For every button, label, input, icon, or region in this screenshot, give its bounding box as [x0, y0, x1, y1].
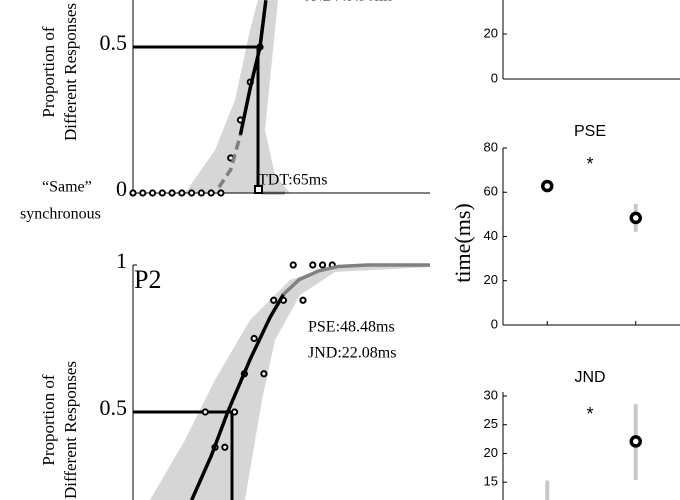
annotation: * — [586, 154, 593, 174]
bootstrap-band — [150, 265, 430, 500]
y-tick-label: 20 — [484, 25, 498, 40]
y-tick-label: 20 — [484, 272, 498, 287]
data-point — [231, 408, 239, 416]
panel-title: JND — [574, 369, 605, 386]
data-point — [309, 261, 317, 269]
y-axis-label: Different Responses — [61, 361, 80, 499]
data-point — [207, 189, 215, 197]
annotation: TDT:65ms — [258, 172, 327, 189]
y-tick-label: 1 — [116, 248, 127, 273]
data-point — [148, 189, 157, 197]
data-point — [188, 189, 196, 197]
annotation: synchronous — [20, 206, 101, 223]
y-tick-label: 20 — [484, 445, 498, 460]
data-point — [250, 334, 258, 343]
data-point — [299, 296, 307, 304]
annotation: JND:49.90ms — [305, 0, 393, 5]
y-tick-label: 25 — [484, 416, 498, 431]
data-point — [168, 189, 176, 197]
y-axis-label: Proportion of — [39, 374, 58, 465]
y-tick-label: 0 — [491, 70, 498, 85]
data-point — [129, 189, 137, 197]
mean-point — [629, 435, 642, 448]
fit-curve — [282, 263, 430, 296]
data-point — [260, 370, 268, 378]
fit-curve — [238, 0, 268, 135]
annotation: * — [586, 404, 593, 424]
data-point — [270, 296, 278, 304]
y-axis-label: Proportion of — [39, 26, 58, 117]
data-point — [221, 443, 229, 451]
data-point — [201, 408, 209, 416]
fit-curve — [217, 134, 243, 189]
y-tick-label: 80 — [484, 139, 498, 154]
data-point — [158, 189, 166, 197]
data-point — [217, 189, 225, 197]
annotation: JND:22.08ms — [308, 345, 396, 362]
y-tick-label: 0.5 — [100, 30, 128, 55]
y-tick-label: 0.5 — [100, 395, 128, 420]
fit-curve — [190, 293, 285, 500]
bootstrap-band — [185, 0, 290, 193]
y-tick-label: 0 — [491, 316, 498, 331]
mean-point — [629, 211, 642, 225]
y-axis-label: Different Responses — [61, 3, 80, 141]
y-tick-label: 30 — [484, 387, 498, 402]
data-point — [197, 189, 205, 197]
y-tick-label: 0 — [116, 176, 127, 201]
y-tick-label: 60 — [484, 184, 498, 199]
annotation: PSE:48.48ms — [308, 319, 395, 336]
mean-point — [541, 179, 554, 193]
y-tick-label: 15 — [484, 474, 498, 489]
panel-title: PSE — [574, 123, 606, 140]
y-tick-label: 40 — [484, 228, 498, 243]
data-point — [289, 261, 297, 269]
data-point — [318, 261, 327, 269]
data-point — [178, 189, 186, 197]
annotation: “Same” — [42, 179, 92, 196]
data-point — [139, 189, 147, 197]
y-axis-label: time(ms) — [450, 203, 475, 282]
panel-title: P2 — [134, 265, 161, 294]
